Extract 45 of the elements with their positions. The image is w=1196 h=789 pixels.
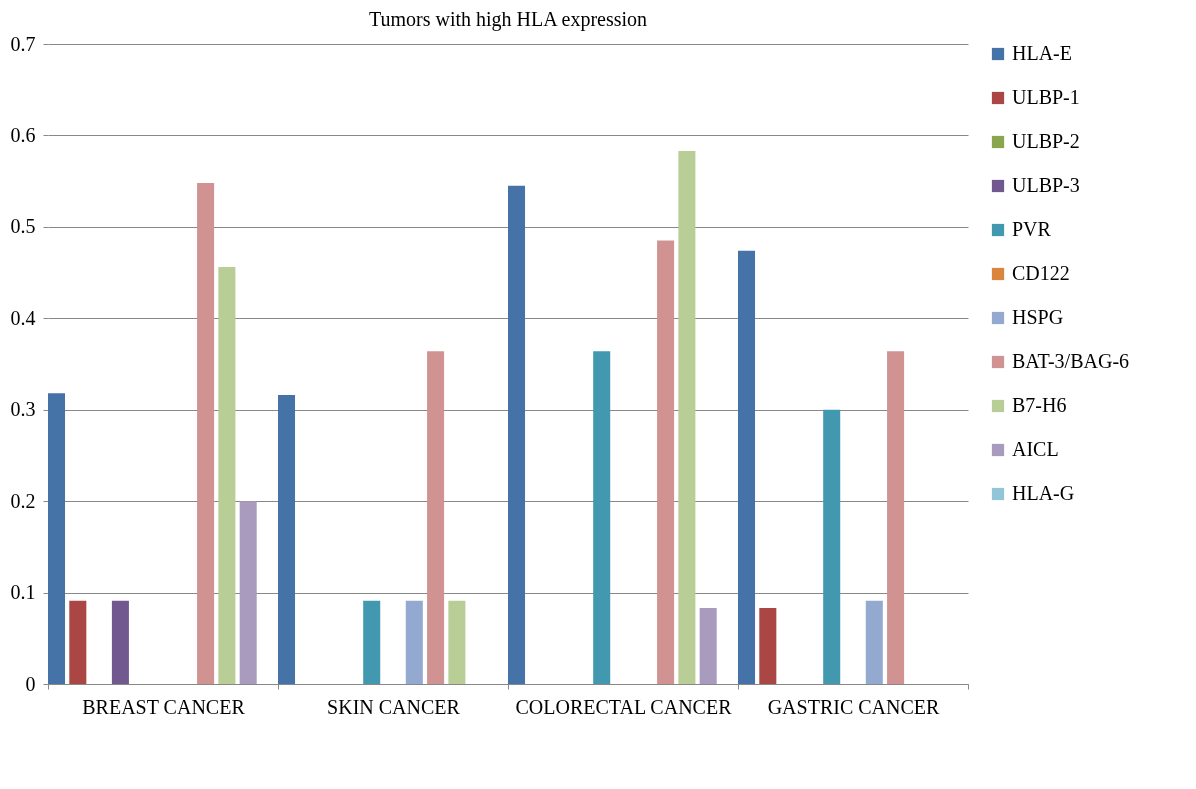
chart-title: Tumors with high HLA expression	[368, 8, 648, 31]
legend-label: BAT-3/BAG-6	[1012, 350, 1130, 372]
bar	[239, 501, 257, 684]
y-tick-label: 0.5	[10, 215, 36, 238]
bar	[699, 608, 717, 684]
legend-label: ULBP-3	[1012, 174, 1080, 196]
bar	[405, 600, 423, 684]
legend-label: ULBP-2	[1012, 130, 1080, 152]
y-tick-label: 0.1	[10, 581, 36, 604]
bar	[48, 393, 66, 684]
y-tick-label: 0.6	[10, 123, 36, 146]
bar	[865, 600, 883, 684]
y-tick-label: 0	[25, 672, 36, 695]
bar	[278, 395, 296, 684]
bar	[593, 351, 611, 684]
y-tick-label: 0.7	[10, 32, 36, 55]
legend-label: AICL	[1012, 438, 1059, 460]
bar	[738, 250, 756, 684]
bar	[823, 409, 841, 684]
bar	[218, 267, 236, 684]
legend-label: B7-H6	[1012, 394, 1067, 416]
bar	[759, 608, 777, 684]
y-tick-label: 0.4	[10, 306, 36, 329]
y-tick-label: 0.3	[10, 398, 36, 421]
legend-label: HLA-G	[1012, 482, 1075, 504]
x-tick-label: GASTRIC CANCER	[767, 695, 940, 718]
bar	[363, 600, 381, 684]
legend-label: CD122	[1012, 262, 1070, 284]
bar	[887, 351, 905, 684]
x-tick-label: BREAST CANCER	[82, 695, 246, 718]
bar	[678, 150, 696, 684]
legend-label: PVR	[1012, 218, 1052, 240]
bar	[197, 182, 215, 684]
x-tick-label: SKIN CANCER	[327, 695, 461, 718]
x-tick-label: COLORECTAL CANCER	[515, 695, 733, 718]
bar	[111, 600, 129, 684]
bar	[657, 240, 675, 684]
bar	[69, 600, 87, 684]
bar	[448, 600, 466, 684]
legend-label: HSPG	[1012, 306, 1064, 328]
bar	[508, 185, 526, 684]
legend-label: ULBP-1	[1012, 86, 1080, 108]
y-tick-label: 0.2	[10, 489, 36, 512]
bar	[427, 351, 445, 684]
legend-label: HLA-E	[1012, 42, 1072, 64]
